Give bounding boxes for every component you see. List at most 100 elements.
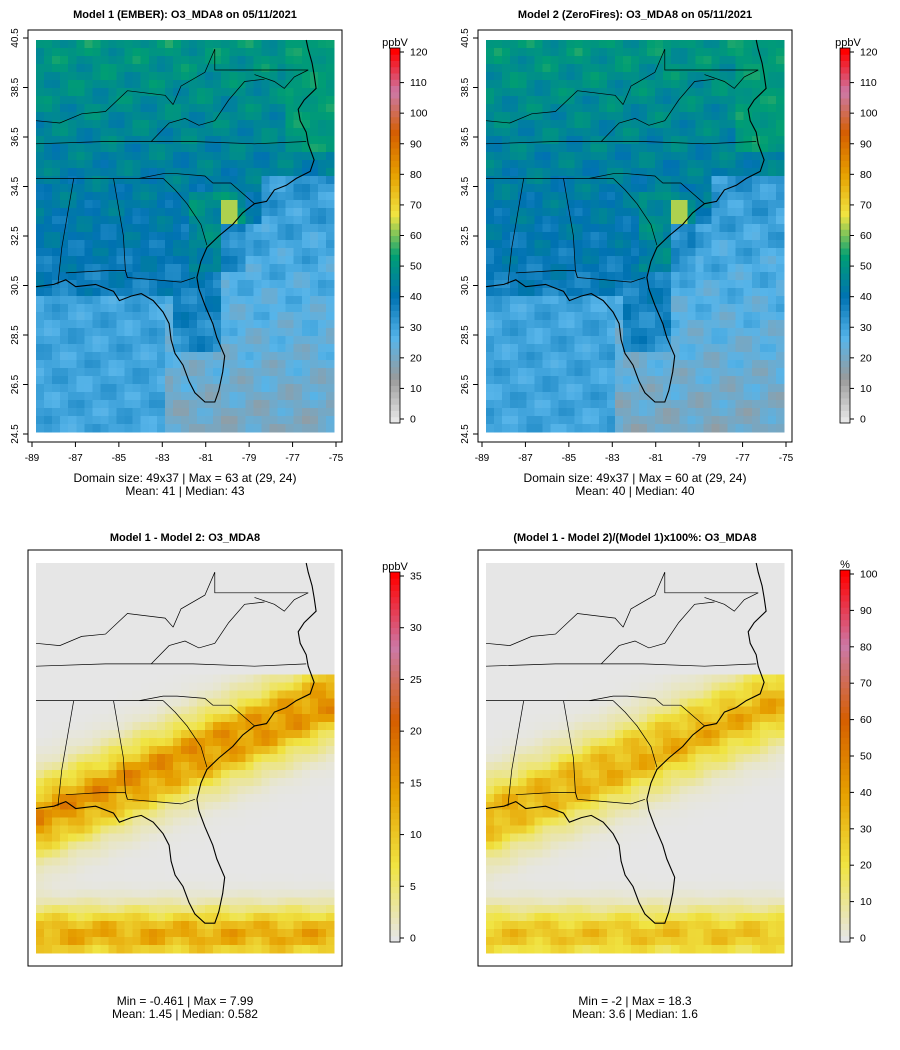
grid-cell — [189, 619, 197, 627]
grid-cell — [607, 336, 615, 344]
grid-cell — [108, 176, 116, 184]
grid-cell — [221, 786, 229, 794]
grid-cell — [655, 144, 663, 152]
grid-cell — [768, 376, 776, 384]
grid-cell — [68, 619, 76, 627]
grid-cell — [510, 96, 518, 104]
grid-cell — [278, 320, 286, 328]
grid-cell — [655, 272, 663, 280]
grid-cell — [591, 80, 599, 88]
grid-cell — [165, 754, 173, 762]
grid-cell — [752, 392, 760, 400]
grid-cell — [213, 754, 221, 762]
grid-cell — [117, 643, 125, 651]
grid-cell — [237, 248, 245, 256]
grid-cell — [117, 730, 125, 738]
grid-cell — [173, 64, 181, 72]
grid-cell — [326, 360, 334, 368]
grid-cell — [575, 376, 583, 384]
grid-cell — [567, 40, 575, 48]
grid-cell — [526, 144, 534, 152]
grid-cell — [615, 64, 623, 72]
grid-cell — [84, 368, 92, 376]
colorbar-segment — [390, 304, 400, 311]
grid-cell — [760, 112, 768, 120]
grid-cell — [173, 400, 181, 408]
grid-cell — [615, 208, 623, 216]
grid-cell — [326, 112, 334, 120]
grid-cell — [607, 176, 615, 184]
grid-cell — [687, 296, 695, 304]
grid-cell — [141, 40, 149, 48]
grid-cell — [663, 416, 671, 424]
grid-cell — [125, 392, 133, 400]
grid-cell — [567, 320, 575, 328]
grid-cell — [108, 714, 116, 722]
grid-cell — [100, 595, 108, 603]
grid-cell — [655, 40, 663, 48]
grid-cell — [639, 384, 647, 392]
grid-cell — [631, 136, 639, 144]
colorbar-tick-label: 120 — [410, 47, 428, 59]
grid-cell — [518, 336, 526, 344]
grid-cell — [76, 603, 84, 611]
grid-cell — [189, 192, 197, 200]
grid-cell — [752, 96, 760, 104]
grid-cell — [189, 128, 197, 136]
grid-cell — [245, 674, 253, 682]
grid-cell — [149, 587, 157, 595]
grid-cell — [695, 232, 703, 240]
grid-cell — [744, 320, 752, 328]
colorbar-segment — [390, 92, 400, 99]
grid-cell — [197, 352, 205, 360]
grid-cell — [100, 400, 108, 408]
grid-cell — [100, 587, 108, 595]
grid-cell — [189, 706, 197, 714]
grid-cell — [518, 64, 526, 72]
grid-cell — [213, 659, 221, 667]
grid-cell — [133, 168, 141, 176]
grid-cell — [695, 400, 703, 408]
grid-cell — [68, 611, 76, 619]
grid-cell — [157, 408, 165, 416]
grid-cell — [655, 264, 663, 272]
grid-cell — [44, 184, 52, 192]
grid-cell — [695, 152, 703, 160]
grid-cell — [270, 746, 278, 754]
grid-cell — [36, 682, 44, 690]
grid-cell — [526, 376, 534, 384]
grid-cell — [671, 72, 679, 80]
grid-cell — [197, 627, 205, 635]
grid-cell — [68, 328, 76, 336]
grid-cell — [60, 682, 68, 690]
grid-cell — [278, 144, 286, 152]
colorbar-segment — [390, 223, 400, 230]
grid-cell — [310, 288, 318, 296]
grid-cell — [695, 384, 703, 392]
grid-cell — [141, 352, 149, 360]
grid-cell — [189, 651, 197, 659]
grid-cell — [229, 786, 237, 794]
grid-cell — [165, 80, 173, 88]
grid-cell — [76, 232, 84, 240]
grid-cell — [318, 64, 326, 72]
grid-cell — [599, 120, 607, 128]
grid-cell — [494, 96, 502, 104]
colorbar-segment — [840, 248, 850, 255]
grid-cell — [639, 328, 647, 336]
grid-cell — [245, 224, 253, 232]
grid-cell — [270, 619, 278, 627]
grid-cell — [583, 312, 591, 320]
grid-cell — [712, 408, 720, 416]
grid-cell — [253, 384, 261, 392]
grid-cell — [695, 280, 703, 288]
colorbar-segment — [390, 286, 400, 293]
grid-cell — [752, 320, 760, 328]
grid-cell — [44, 344, 52, 352]
grid-cell — [52, 184, 60, 192]
grid-cell — [631, 168, 639, 176]
grid-cell — [76, 224, 84, 232]
grid-cell — [52, 746, 60, 754]
grid-cell — [197, 424, 205, 432]
grid-cell — [221, 376, 229, 384]
